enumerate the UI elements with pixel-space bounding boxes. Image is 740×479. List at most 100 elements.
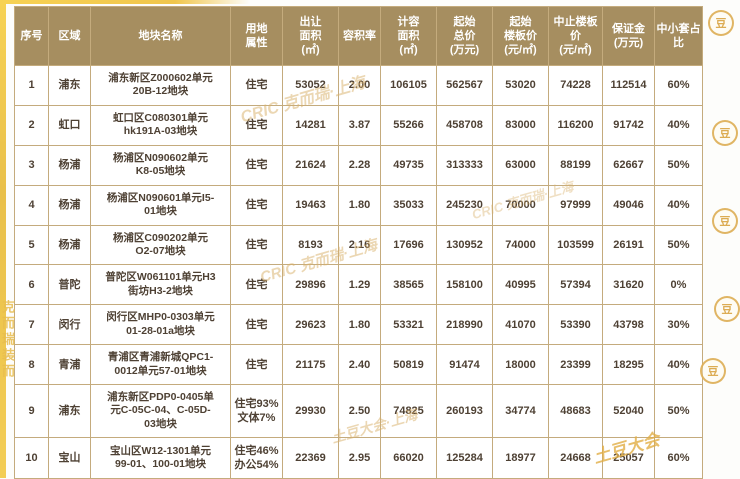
gold-stamp-icon: 豆 xyxy=(714,296,740,322)
cell-land-use: 住宅93% 文体7% xyxy=(230,383,283,439)
cell-land-use: 住宅 xyxy=(230,304,283,346)
cell-plot-ratio: 2.40 xyxy=(338,344,381,385)
cell-small-unit-ratio: 50% xyxy=(654,144,703,186)
cell-starting-floor-price: 41070 xyxy=(492,304,549,346)
cell-transfer-area: 29896 xyxy=(282,264,339,306)
cell-plot-ratio: 3.87 xyxy=(338,104,381,146)
column-header-index: 序号 xyxy=(14,6,49,66)
cell-land-use: 住宅 xyxy=(230,224,283,266)
cell-transfer-area: 29930 xyxy=(282,383,339,439)
cell-plot-ratio: 2.00 xyxy=(338,65,381,106)
column-header-transfer-area: 出让 面积 (㎡) xyxy=(282,6,339,66)
column-header-land-use: 用地 属性 xyxy=(230,6,283,66)
cell-district: 普陀 xyxy=(48,264,91,306)
land-parcel-table: 序号 区域 地块名称 用地 属性 出让 面积 (㎡) 容积率 计容 面积 (㎡)… xyxy=(14,6,703,479)
cell-starting-price: 125284 xyxy=(436,437,493,479)
cell-plot-name: 普陀区W061101单元H3 街坊H3-2地块 xyxy=(90,264,231,306)
cell-index: 5 xyxy=(14,224,49,266)
cell-plot-name: 杨浦区N090601单元I5- 01地块 xyxy=(90,184,231,226)
table-header: 序号 区域 地块名称 用地 属性 出让 面积 (㎡) 容积率 计容 面积 (㎡)… xyxy=(14,6,703,66)
column-header-plot-name: 地块名称 xyxy=(90,6,231,66)
cell-district: 浦东 xyxy=(48,65,91,106)
cell-plot-ratio: 2.50 xyxy=(338,383,381,439)
header-row: 序号 区域 地块名称 用地 属性 出让 面积 (㎡) 容积率 计容 面积 (㎡)… xyxy=(14,6,703,66)
cell-transfer-area: 53052 xyxy=(282,65,339,106)
cell-cap-floor-price: 23399 xyxy=(548,344,603,385)
stamp-glyph: 豆 xyxy=(715,18,727,30)
cell-plot-ratio: 2.16 xyxy=(338,224,381,266)
column-header-deposit: 保证金 (万元) xyxy=(602,6,655,66)
cell-small-unit-ratio: 50% xyxy=(654,383,703,439)
cell-capacity-area: 53321 xyxy=(380,304,437,346)
cell-plot-ratio: 2.28 xyxy=(338,144,381,186)
cell-starting-price: 313333 xyxy=(436,144,493,186)
cell-capacity-area: 38565 xyxy=(380,264,437,306)
cell-land-use: 住宅 xyxy=(230,65,283,106)
cell-land-use: 住宅46% 办公54% xyxy=(230,437,283,479)
cell-starting-floor-price: 63000 xyxy=(492,144,549,186)
cell-transfer-area: 21175 xyxy=(282,344,339,385)
table-row: 5 杨浦 杨浦区C090202单元 O2-07地块 住宅 8193 2.16 1… xyxy=(14,224,703,266)
cell-deposit: 31620 xyxy=(602,264,655,306)
cell-starting-floor-price: 83000 xyxy=(492,104,549,146)
table-row: 7 闵行 闵行区MHP0-0303单元 01-28-01a地块 住宅 29623… xyxy=(14,304,703,346)
cell-plot-name: 青浦区青浦新城QPC1- 0012单元57-01地块 xyxy=(90,344,231,385)
cell-plot-ratio: 1.80 xyxy=(338,184,381,226)
cell-transfer-area: 29623 xyxy=(282,304,339,346)
cell-transfer-area: 14281 xyxy=(282,104,339,146)
cell-cap-floor-price: 97999 xyxy=(548,184,603,226)
cell-transfer-area: 8193 xyxy=(282,224,339,266)
cell-plot-ratio: 1.80 xyxy=(338,304,381,346)
gold-stamp-icon: 豆 xyxy=(708,10,734,36)
cell-district: 杨浦 xyxy=(48,184,91,226)
cell-starting-price: 91474 xyxy=(436,344,493,385)
cell-deposit: 52040 xyxy=(602,383,655,439)
cell-land-use: 住宅 xyxy=(230,264,283,306)
column-header-capacity-area: 计容 面积 (㎡) xyxy=(380,6,437,66)
cell-land-use: 住宅 xyxy=(230,144,283,186)
gold-stamp-icon: 豆 xyxy=(712,208,738,234)
column-header-cap-floor-price: 中止楼板 价 (元/㎡) xyxy=(548,6,603,66)
cell-capacity-area: 17696 xyxy=(380,224,437,266)
cell-starting-floor-price: 70000 xyxy=(492,184,549,226)
land-table-container: 序号 区域 地块名称 用地 属性 出让 面积 (㎡) 容积率 计容 面积 (㎡)… xyxy=(14,6,703,479)
cell-capacity-area: 49735 xyxy=(380,144,437,186)
cell-cap-floor-price: 103599 xyxy=(548,224,603,266)
cell-cap-floor-price: 116200 xyxy=(548,104,603,146)
table-row: 6 普陀 普陀区W061101单元H3 街坊H3-2地块 住宅 29896 1.… xyxy=(14,264,703,306)
cell-land-use: 住宅 xyxy=(230,344,283,385)
cell-starting-price: 130952 xyxy=(436,224,493,266)
cell-land-use: 住宅 xyxy=(230,184,283,226)
cell-plot-name: 宝山区W12-1301单元 99-01、100-01地块 xyxy=(90,437,231,479)
cell-capacity-area: 50819 xyxy=(380,344,437,385)
cell-capacity-area: 66020 xyxy=(380,437,437,479)
cell-plot-name: 浦东新区PDP0-0405单 元C-05C-04、C-05D- 03地块 xyxy=(90,383,231,439)
cell-starting-price: 245230 xyxy=(436,184,493,226)
cell-deposit: 25057 xyxy=(602,437,655,479)
column-header-small-unit-ratio: 中小套占 比 xyxy=(654,6,703,66)
cell-capacity-area: 55266 xyxy=(380,104,437,146)
cell-deposit: 62667 xyxy=(602,144,655,186)
table-body: 1 浦东 浦东新区Z000602单元 20B-12地块 住宅 53052 2.0… xyxy=(14,65,703,479)
cell-index: 6 xyxy=(14,264,49,306)
column-header-district: 区域 xyxy=(48,6,91,66)
cell-small-unit-ratio: 60% xyxy=(654,437,703,479)
cell-starting-floor-price: 40995 xyxy=(492,264,549,306)
stamp-glyph: 豆 xyxy=(719,216,731,228)
cell-starting-price: 260193 xyxy=(436,383,493,439)
cell-small-unit-ratio: 30% xyxy=(654,304,703,346)
table-row: 10 宝山 宝山区W12-1301单元 99-01、100-01地块 住宅46%… xyxy=(14,437,703,479)
cell-small-unit-ratio: 40% xyxy=(654,344,703,385)
gold-stamp-icon: 豆 xyxy=(712,120,738,146)
cell-starting-floor-price: 74000 xyxy=(492,224,549,266)
cell-index: 3 xyxy=(14,144,49,186)
cell-starting-floor-price: 34774 xyxy=(492,383,549,439)
cell-district: 杨浦 xyxy=(48,144,91,186)
cell-plot-name: 虹口区C080301单元 hk191A-03地块 xyxy=(90,104,231,146)
cell-district: 浦东 xyxy=(48,383,91,439)
column-header-starting-price: 起始 总价 (万元) xyxy=(436,6,493,66)
cell-index: 10 xyxy=(14,437,49,479)
cell-starting-price: 562567 xyxy=(436,65,493,106)
table-row: 4 杨浦 杨浦区N090601单元I5- 01地块 住宅 19463 1.80 … xyxy=(14,184,703,226)
cell-starting-price: 458708 xyxy=(436,104,493,146)
